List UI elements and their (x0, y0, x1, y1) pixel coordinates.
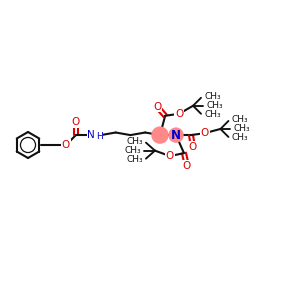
Text: O: O (175, 109, 183, 119)
Text: CH₃: CH₃ (204, 92, 220, 101)
Text: O: O (153, 102, 161, 112)
Text: CH₃: CH₃ (231, 134, 248, 142)
Text: CH₃: CH₃ (126, 155, 143, 164)
Text: H: H (96, 132, 103, 141)
Text: CH₃: CH₃ (206, 101, 223, 110)
Text: CH₃: CH₃ (204, 110, 220, 119)
Circle shape (152, 127, 168, 143)
Text: O: O (189, 142, 197, 152)
Text: N: N (171, 129, 181, 142)
Text: N: N (87, 130, 95, 140)
Text: O: O (183, 161, 191, 171)
Text: O: O (201, 128, 209, 138)
Text: CH₃: CH₃ (231, 116, 248, 124)
Circle shape (169, 128, 183, 142)
Text: O: O (72, 117, 80, 127)
Text: O: O (62, 140, 70, 150)
Text: CH₃: CH₃ (126, 137, 143, 146)
Text: CH₃: CH₃ (124, 146, 141, 155)
Text: O: O (166, 151, 174, 161)
Text: CH₃: CH₃ (233, 124, 250, 134)
